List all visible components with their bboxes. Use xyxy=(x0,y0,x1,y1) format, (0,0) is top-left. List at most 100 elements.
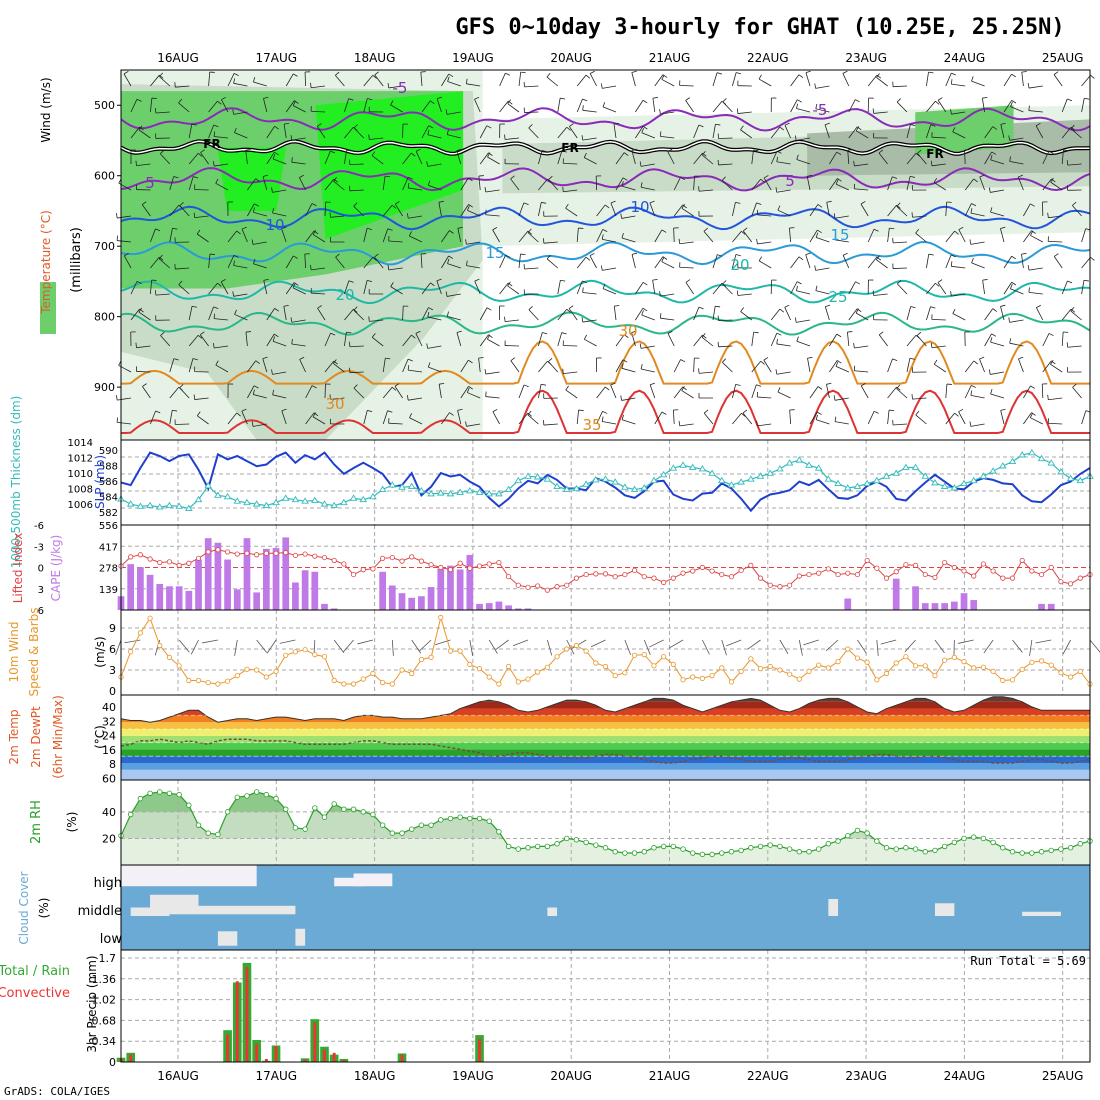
wind-barb-flag xyxy=(991,333,997,337)
rh2m-marker xyxy=(912,846,919,852)
wind-barb-flag xyxy=(561,150,567,153)
temp-band xyxy=(121,715,1090,723)
wind-barb xyxy=(1061,150,1064,165)
wind-barb-flag xyxy=(735,254,741,257)
day-label-top: 25AUG xyxy=(1042,51,1084,65)
wind10m-marker xyxy=(438,614,444,621)
wind-barb xyxy=(576,256,587,269)
lifted-index-marker xyxy=(1019,557,1025,564)
wind-barb xyxy=(776,189,791,193)
rh2m-marker xyxy=(1029,850,1035,856)
wind10m-marker xyxy=(980,664,987,670)
wind-barb-flag xyxy=(371,151,376,156)
rh2m-marker xyxy=(486,818,492,824)
wind-barb-flag xyxy=(736,290,739,296)
wind10m-barbs xyxy=(115,639,1100,657)
wind10m-barb xyxy=(256,639,267,653)
li-tick-label: -3 xyxy=(34,542,44,553)
thickness-marker xyxy=(214,491,222,498)
rh2m-marker xyxy=(1058,846,1064,852)
wind-barb xyxy=(789,410,791,425)
wind-barb-flag xyxy=(505,254,511,258)
lifted-index-marker xyxy=(893,569,899,575)
thickness-marker xyxy=(281,494,290,501)
wind-barb-flag xyxy=(330,150,336,154)
rh2m-marker xyxy=(476,815,483,822)
wind-barb xyxy=(247,360,257,373)
wind-barb xyxy=(1010,106,1024,113)
wind-barb xyxy=(1009,161,1024,165)
wind10m-marker xyxy=(651,663,657,669)
cape-bar xyxy=(418,596,425,610)
wind-barb-flag xyxy=(910,306,916,309)
thickness-marker xyxy=(126,500,135,507)
rh2m-marker xyxy=(360,809,366,815)
wind-barb-flag xyxy=(1011,73,1016,78)
wind-barb-flag xyxy=(445,109,448,115)
wind-barb-flag xyxy=(213,124,219,128)
wind-barb xyxy=(776,371,791,375)
wind-barb-flag xyxy=(581,317,584,323)
contour-label: -5 xyxy=(393,79,408,97)
lifted-index-marker xyxy=(302,551,308,557)
wind-barb-flag xyxy=(722,280,727,285)
wind-barb-flag xyxy=(262,356,268,359)
cape-bar xyxy=(156,584,164,610)
wind10m-tick-label: 0 xyxy=(109,685,116,698)
wind-barb-flag xyxy=(290,317,293,323)
wind10m-marker xyxy=(622,670,628,676)
rh2m-marker xyxy=(825,841,832,847)
wind-barb-flag xyxy=(623,152,629,156)
temperature-contours xyxy=(120,107,1091,434)
wind-barb-flag xyxy=(1072,383,1077,388)
wind10m-marker xyxy=(166,654,173,661)
wind-barb xyxy=(538,361,548,373)
wind-barb-flag xyxy=(698,306,704,310)
wind-barb xyxy=(408,369,423,373)
day-label-top: 24AUG xyxy=(944,51,986,65)
wind-barb-flag xyxy=(274,125,279,130)
wind-barb xyxy=(613,124,617,139)
wind-barb-flag xyxy=(232,109,234,115)
wind-barb-flag xyxy=(604,386,610,391)
thickness-marker xyxy=(330,501,338,509)
thickness-marker xyxy=(747,475,755,482)
wind10m-marker xyxy=(409,670,415,677)
wind-barb-flag xyxy=(527,410,532,416)
wind-barb xyxy=(123,73,132,87)
thickness-marker xyxy=(621,483,629,490)
wind-barb-flag xyxy=(855,281,861,285)
cape-bars xyxy=(117,537,1055,610)
wind-barb-flag xyxy=(735,201,741,204)
cape-bar xyxy=(1038,603,1045,610)
wind-barb xyxy=(518,72,522,87)
thickness-marker xyxy=(1047,459,1056,466)
precip-conv-bar xyxy=(332,1052,336,1062)
wind-barb-flag xyxy=(892,358,898,361)
wind-barb-flag xyxy=(1008,135,1010,141)
wind-barb-flag xyxy=(565,203,569,209)
cape-bar xyxy=(1047,603,1055,610)
slp-tick-label: 1008 xyxy=(68,485,93,496)
wind-barb-flag xyxy=(387,82,390,89)
wind-barb-flag xyxy=(836,151,842,155)
cloud-gap xyxy=(217,931,238,946)
thickness-marker xyxy=(485,489,494,497)
wind-barb-flag xyxy=(796,281,802,285)
wind-barb-flag xyxy=(585,256,591,261)
temp-grid xyxy=(121,714,1090,757)
wind-barb-flag xyxy=(930,342,933,348)
cloud-cover-blocks xyxy=(121,865,1090,950)
wind-barb-flag xyxy=(486,307,492,311)
temperature-contour xyxy=(120,167,1091,192)
wind-barb xyxy=(324,360,335,373)
wind-barb-flag xyxy=(1054,253,1059,257)
wind-barb-flag xyxy=(622,359,628,363)
wind-barb xyxy=(272,394,287,399)
rh2m-marker xyxy=(660,843,667,850)
wind-barb xyxy=(660,293,675,297)
wind-barb xyxy=(842,255,850,269)
precip-conv-bar xyxy=(274,1046,278,1062)
wind-barb xyxy=(873,111,888,114)
